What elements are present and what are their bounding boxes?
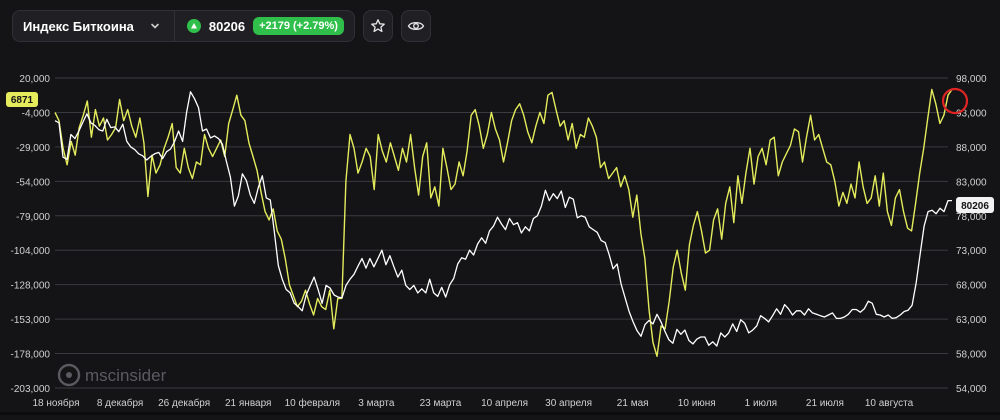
right-tick-label: 73,000 [956, 246, 987, 257]
left-tick-label: -29,000 [16, 143, 50, 154]
right-tick-label: 68,000 [956, 281, 987, 292]
right-tick-label: 54,000 [956, 384, 987, 395]
x-tick-label: 10 июня [678, 398, 716, 409]
msc-logo-icon [57, 363, 81, 387]
asset-selector: Индекс Биткоина 80206 +2179 (+2.79%) [12, 10, 355, 42]
left-tick-label: 20,000 [19, 74, 50, 85]
price-line [54, 91, 952, 347]
right-tick-label: 58,000 [956, 350, 987, 361]
left-tick-label: -178,000 [11, 350, 51, 361]
watermark-text: mscinsider [85, 366, 167, 385]
triangle-up-icon [186, 19, 201, 33]
x-tick-label: 18 ноября [33, 397, 80, 409]
x-tick-label: 30 апреля [545, 398, 592, 409]
favorite-button[interactable] [362, 10, 393, 42]
x-tick-label: 10 августа [865, 398, 914, 409]
x-axis: 18 ноября 8 декабря 26 декабря 21 января 10 … [33, 397, 914, 409]
x-tick-label: 8 декабря [97, 397, 143, 409]
left-tick-label: -104,000 [11, 246, 51, 257]
x-tick-label: 21 мая [617, 398, 649, 409]
visibility-button[interactable] [400, 10, 431, 42]
x-tick-label: 26 декабря [158, 397, 210, 409]
price-change-badge: +2179 (+2.79%) [253, 17, 344, 35]
left-tick-label: -4,000 [22, 108, 51, 119]
right-current-value-badge: 80206 [956, 197, 994, 213]
grid-lines [55, 77, 948, 389]
right-tick-label: 63,000 [956, 315, 987, 326]
divider [173, 11, 175, 41]
x-tick-label: 10 февраля [285, 397, 340, 409]
x-tick-label: 21 июля [806, 398, 844, 409]
right-tick-label: 78,000 [956, 212, 987, 223]
right-tick-label: 98,000 [956, 74, 987, 85]
eye-icon [407, 21, 425, 31]
right-tick-label: 93,000 [956, 108, 987, 119]
left-tick-label: -203,000 [11, 384, 51, 395]
watermark: mscinsider [57, 363, 167, 387]
bitcoin-index-chart: 20,000 -4,000 -29,000 -54,000 -79,000 -104,00… [6, 74, 994, 409]
x-tick-label: 23 марта [420, 398, 462, 409]
left-current-value-badge: 6871 [6, 92, 38, 107]
left-tick-label: -128,000 [11, 281, 51, 292]
index-line [54, 88, 953, 357]
left-tick-label: -79,000 [16, 212, 50, 223]
chart-area: 20,000 -4,000 -29,000 -54,000 -79,000 -104,00… [0, 54, 1000, 415]
x-tick-label: 10 апреля [481, 398, 528, 409]
footer-bar [0, 412, 1000, 415]
right-tick-label: 88,000 [956, 143, 987, 154]
right-axis: 98,000 93,000 88,000 83,000 78,000 73,000 68,0… [956, 74, 987, 395]
star-icon [371, 19, 385, 33]
left-current-value: 6871 [11, 95, 34, 106]
x-tick-label: 1 июля [745, 398, 777, 409]
x-tick-label: 3 марта [358, 398, 395, 409]
right-tick-label: 83,000 [956, 177, 987, 188]
current-price: 80206 [208, 18, 246, 34]
chevron-down-icon[interactable] [148, 19, 162, 33]
highlight-marker-icon [941, 87, 969, 115]
left-axis: 20,000 -4,000 -29,000 -54,000 -79,000 -104,00… [11, 74, 51, 395]
left-tick-label: -153,000 [11, 315, 51, 326]
asset-dropdown[interactable]: Индекс Биткоина [23, 18, 134, 34]
right-current-value: 80206 [961, 201, 989, 212]
x-tick-label: 21 января [225, 398, 271, 409]
left-tick-label: -54,000 [16, 177, 50, 188]
toolbar: Индекс Биткоина 80206 +2179 (+2.79%) [12, 10, 431, 42]
